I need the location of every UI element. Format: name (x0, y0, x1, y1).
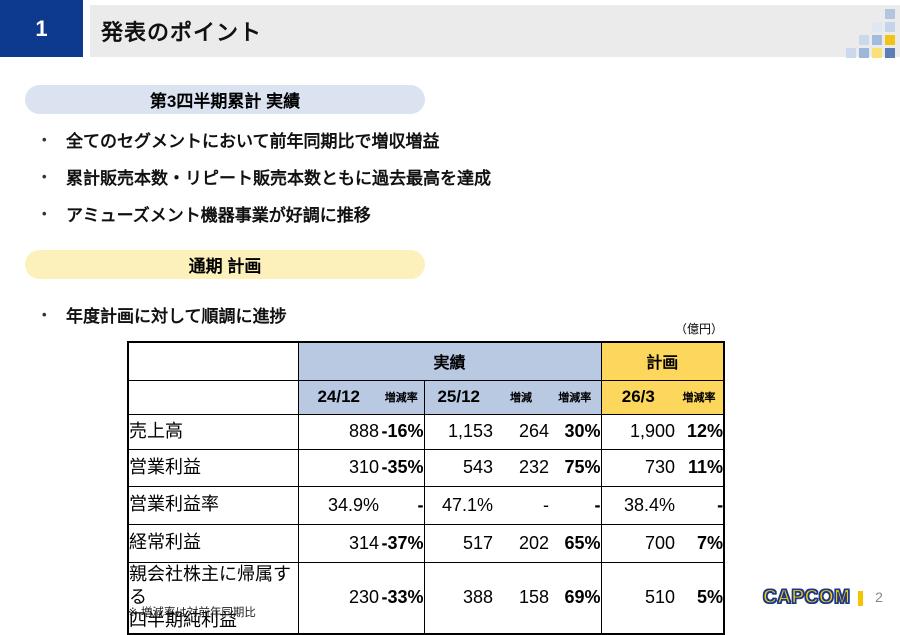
bullet-icon: • (42, 169, 47, 184)
section-heading-q3-results: 第3四半期累計 実績 (25, 85, 425, 114)
q3-results-bullet-list: • 全てのセグメントにおいて前年同期比で増収増益 • 累計販売本数・リピート販売… (42, 121, 491, 232)
table-cell: 7% (675, 523, 725, 562)
row-label: 営業利益 (128, 448, 298, 486)
section-heading-label: 第3四半期累計 実績 (149, 92, 301, 111)
bullet-text: 年度計画に対して順調に進捗 (66, 307, 287, 326)
table-footnote: ※ 増減率は対前年同期比 (128, 607, 256, 619)
full-year-plan-bullet-list: • 年度計画に対して順調に進捗 (42, 296, 287, 333)
table-cell: 158 (493, 561, 549, 634)
corner-squares-decoration (846, 9, 896, 59)
bullet-text: 累計販売本数・リピート販売本数ともに過去最高を達成 (66, 169, 491, 188)
table-cell: 5% (675, 561, 725, 634)
bullet-icon: • (42, 307, 47, 322)
table-cell: - (493, 485, 549, 524)
table-cell: -33% (379, 561, 424, 634)
table-cell: -16% (379, 413, 424, 449)
capcom-logo: CAPCOM (762, 586, 864, 609)
table-cell: 202 (493, 523, 549, 562)
column-header-change: 増減 (493, 379, 549, 414)
header-bar (90, 5, 900, 57)
page-title: 発表のポイント (101, 20, 263, 45)
column-header-rate: 増減率 (379, 379, 424, 414)
table-cell: 47.1% (423, 485, 493, 524)
slide-section-number: 1 (35, 15, 48, 41)
deco-square (859, 35, 869, 45)
table-corner-cell (128, 379, 298, 414)
section-heading-full-year-plan: 通期 計画 (25, 250, 425, 279)
table-cell: 388 (423, 561, 493, 634)
table-cell: 38.4% (600, 485, 676, 524)
table-row-operating-income: 営業利益 310 -35% 543 232 75% 730 11% (128, 448, 725, 486)
table-cell: -35% (379, 448, 424, 486)
table-row-ordinary-income: 経常利益 314 -37% 517 202 65% 700 7% (128, 523, 725, 562)
table-cell: - (675, 485, 725, 524)
deco-square (872, 22, 882, 32)
section-heading-label: 通期 計画 (188, 257, 262, 276)
table-row-net-sales: 売上高 888 -16% 1,153 264 30% 1,900 12% (128, 413, 725, 449)
bullet-text: 全てのセグメントにおいて前年同期比で増収増益 (66, 132, 440, 151)
table-cell: 65% (549, 523, 602, 562)
table-column-header-row: 24/12 増減率 25/12 増減 増減率 26/3 増減率 (128, 379, 725, 414)
table-corner-cell (128, 342, 298, 380)
deco-square (872, 48, 882, 58)
capcom-logo-text: CAPCOM (762, 586, 851, 608)
deco-square (885, 22, 895, 32)
table-unit-label: （億円） (674, 322, 723, 336)
row-label: 営業利益率 (128, 485, 298, 524)
list-item: • 累計販売本数・リピート販売本数ともに過去最高を達成 (42, 158, 491, 195)
table-cell: 230 (297, 561, 379, 634)
column-header-26-3: 26/3 (600, 379, 676, 414)
deco-square (885, 9, 895, 19)
list-item: • 年度計画に対して順調に進捗 (42, 296, 287, 333)
deco-square (859, 48, 869, 58)
deco-square (885, 35, 895, 45)
table-cell: 232 (493, 448, 549, 486)
table-cell: 888 (297, 413, 379, 449)
table-cell: 700 (600, 523, 676, 562)
table-cell: -37% (379, 523, 424, 562)
financial-table: 実績 計画 24/12 増減率 25/12 増減 増減率 26/3 増減率 売上… (127, 341, 726, 635)
row-label: 経常利益 (128, 523, 298, 562)
column-group-plan: 計画 (600, 342, 725, 380)
table-cell: 310 (297, 448, 379, 486)
table-cell: 75% (549, 448, 602, 486)
table-cell: 730 (600, 448, 676, 486)
table-row-operating-margin: 営業利益率 34.9% - 47.1% - - 38.4% - (128, 485, 725, 524)
deco-square (872, 35, 882, 45)
table-cell: 11% (675, 448, 725, 486)
deco-square (885, 48, 895, 58)
table-cell: 517 (423, 523, 493, 562)
table-cell: 69% (549, 561, 602, 634)
table-cell: 264 (493, 413, 549, 449)
table-cell: 34.9% (297, 485, 379, 524)
table-cell: 12% (675, 413, 725, 449)
table-cell: 543 (423, 448, 493, 486)
page-number: 2 (875, 589, 883, 605)
logo-bar-icon (858, 590, 864, 606)
bullet-icon: • (42, 132, 47, 147)
table-cell: 30% (549, 413, 602, 449)
row-label: 売上高 (128, 413, 298, 449)
table-cell: - (379, 485, 424, 524)
table-group-header-row: 実績 計画 (128, 342, 725, 380)
list-item: • アミューズメント機器事業が好調に推移 (42, 195, 491, 232)
column-header-rate: 増減率 (675, 379, 725, 414)
column-group-actual: 実績 (297, 342, 602, 380)
table-cell: 510 (600, 561, 676, 634)
column-header-24-12: 24/12 (297, 379, 379, 414)
deco-square (846, 48, 856, 58)
column-header-rate: 増減率 (549, 379, 602, 414)
bullet-text: アミューズメント機器事業が好調に推移 (66, 206, 371, 225)
table-cell: 1,153 (423, 413, 493, 449)
column-header-25-12: 25/12 (423, 379, 493, 414)
bullet-icon: • (42, 206, 47, 221)
slide-number-box: 1 (0, 0, 83, 57)
table-cell: 1,900 (600, 413, 676, 449)
list-item: • 全てのセグメントにおいて前年同期比で増収増益 (42, 121, 491, 158)
table-cell: 314 (297, 523, 379, 562)
table-cell: - (549, 485, 602, 524)
